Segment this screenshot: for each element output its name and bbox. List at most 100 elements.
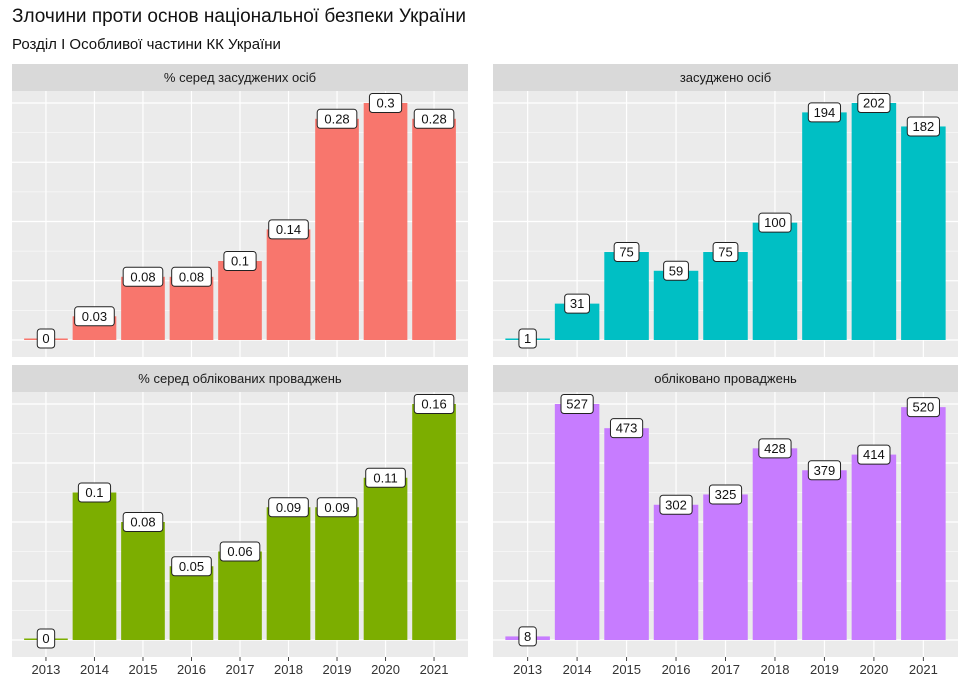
data-label: 75 xyxy=(718,245,732,260)
data-label: 0.08 xyxy=(179,269,204,284)
data-label-box xyxy=(663,260,689,281)
x-tick-label: 2019 xyxy=(323,662,352,677)
data-label-box xyxy=(268,497,309,518)
data-label-box xyxy=(122,266,164,287)
facet-panel: % серед облікованих проваджень 0 0.1 0.08 0.… xyxy=(12,365,468,677)
data-label-box xyxy=(413,394,455,414)
x-tick-label: 2021 xyxy=(909,662,938,677)
data-label: 0.05 xyxy=(179,559,204,574)
data-label: 194 xyxy=(814,105,836,120)
bar xyxy=(802,470,847,640)
chart-subtitle: Розділ І Особливої частини КК України xyxy=(12,36,281,53)
data-label: 0.09 xyxy=(324,500,349,515)
chart-title: Злочини проти основ національної безпеки… xyxy=(12,6,466,27)
x-tick-label: 2020 xyxy=(371,662,400,677)
x-tick-label: 2018 xyxy=(274,662,303,677)
x-tick-label: 2013 xyxy=(513,662,542,677)
data-label: 8 xyxy=(524,629,531,644)
facet-strip xyxy=(12,64,468,91)
data-label-box xyxy=(413,108,455,129)
bar xyxy=(266,507,311,640)
bar xyxy=(363,477,408,640)
data-label: 302 xyxy=(665,497,687,512)
data-label: 428 xyxy=(764,441,786,456)
data-label: 0.28 xyxy=(421,111,446,126)
bar xyxy=(653,504,699,640)
facet-title: обліковано проваджень xyxy=(654,371,797,386)
x-tick-label: 2016 xyxy=(662,662,691,677)
data-label: 0 xyxy=(42,631,49,646)
data-label: 0.08 xyxy=(130,269,155,284)
bar xyxy=(752,448,798,640)
bar xyxy=(169,276,214,340)
bar xyxy=(412,404,456,640)
bar xyxy=(169,566,214,640)
facet-strip xyxy=(493,365,958,392)
bar xyxy=(802,112,847,340)
data-label-box xyxy=(77,482,112,503)
data-label: 473 xyxy=(616,421,638,436)
bar xyxy=(851,454,897,640)
data-label: 379 xyxy=(814,463,836,478)
facet-panel: засуджено осіб 1 31 75 59 75 100 194 202 182 xyxy=(493,64,958,357)
data-label: 0.11 xyxy=(373,470,397,485)
data-label: 0.14 xyxy=(276,222,301,237)
data-label: 414 xyxy=(863,447,885,462)
bar xyxy=(72,492,117,640)
data-label-box xyxy=(609,418,644,439)
bar xyxy=(901,126,946,340)
x-tick-label: 2016 xyxy=(177,662,206,677)
bar xyxy=(851,103,897,340)
data-label: 0.06 xyxy=(227,544,252,559)
data-label-box xyxy=(758,438,792,459)
bar xyxy=(315,507,359,640)
data-label: 1 xyxy=(524,331,531,346)
data-label: 0.3 xyxy=(376,96,394,111)
bar xyxy=(703,252,748,340)
bar xyxy=(218,551,262,640)
bar xyxy=(121,276,165,340)
data-label: 100 xyxy=(764,215,786,230)
data-label-box xyxy=(36,328,56,349)
data-label: 0.08 xyxy=(130,515,155,530)
bar xyxy=(901,407,946,640)
data-label-box xyxy=(758,212,792,233)
data-label: 0.28 xyxy=(324,111,349,126)
data-label: 527 xyxy=(566,397,588,412)
data-label: 202 xyxy=(863,96,885,111)
data-label-box xyxy=(906,116,940,137)
bar xyxy=(554,404,600,640)
bar xyxy=(412,118,456,340)
data-label: 0.03 xyxy=(82,309,107,324)
facet-title: % серед засуджених осіб xyxy=(164,70,316,85)
data-label-box xyxy=(368,93,403,113)
x-tick-label: 2014 xyxy=(563,662,592,677)
data-label-box xyxy=(365,467,406,488)
x-tick-label: 2014 xyxy=(80,662,109,677)
data-label-box xyxy=(518,626,537,647)
data-label: 31 xyxy=(570,296,584,311)
bar xyxy=(703,494,748,640)
data-label-box xyxy=(613,242,640,263)
bar xyxy=(604,252,649,340)
data-label-box xyxy=(36,628,56,649)
bar xyxy=(121,522,165,640)
data-label-box xyxy=(659,494,693,515)
facet-title: засуджено осіб xyxy=(680,70,771,85)
x-tick-label: 2013 xyxy=(31,662,60,677)
x-tick-label: 2017 xyxy=(226,662,255,677)
bar xyxy=(315,118,359,340)
data-label-box xyxy=(518,328,537,349)
data-label: 520 xyxy=(913,400,935,415)
facet-strip xyxy=(493,64,958,91)
data-label-box xyxy=(807,102,842,123)
data-label-box xyxy=(560,394,594,414)
data-label: 75 xyxy=(619,245,633,260)
x-tick-label: 2019 xyxy=(810,662,839,677)
x-tick-label: 2021 xyxy=(420,662,449,677)
data-label-box xyxy=(122,512,164,532)
facet-strip xyxy=(12,365,468,392)
data-label: 182 xyxy=(913,119,935,134)
data-label-box xyxy=(171,556,212,577)
